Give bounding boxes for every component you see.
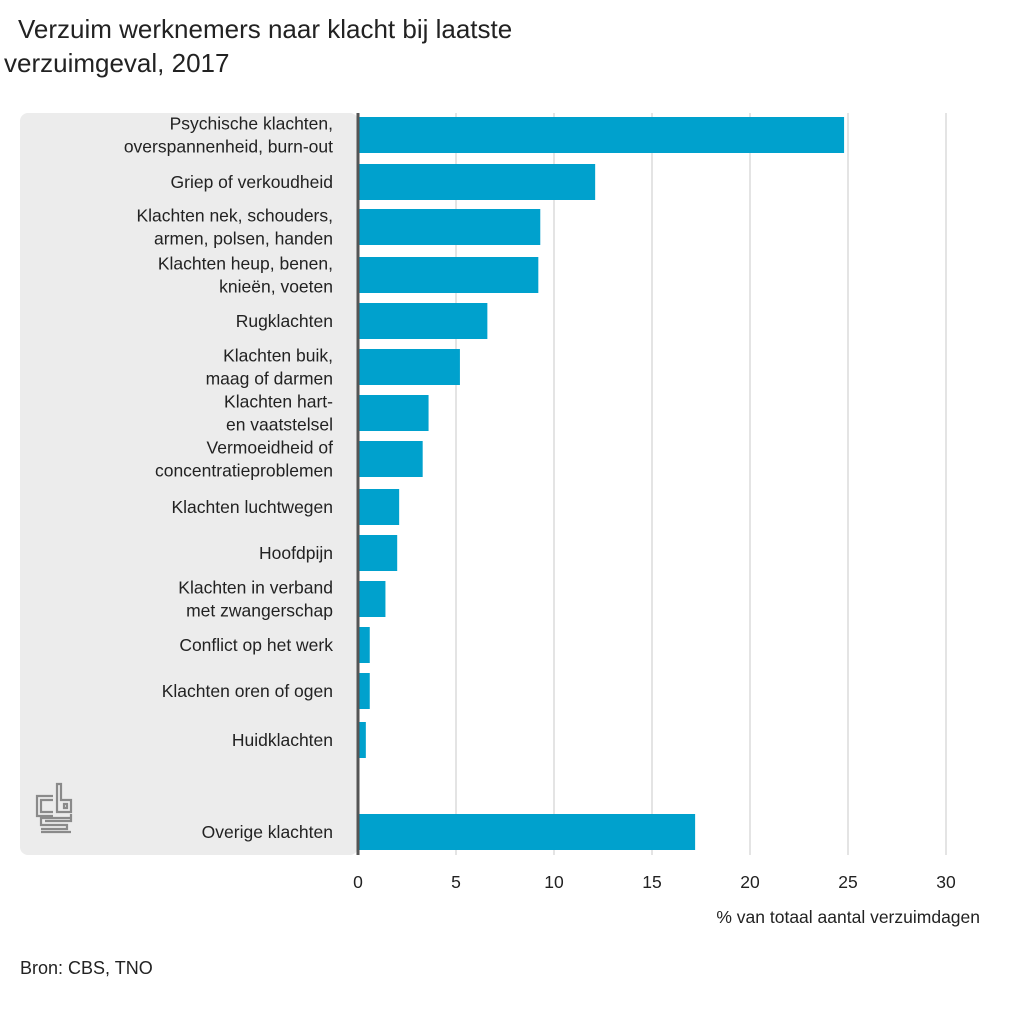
bar (358, 257, 539, 293)
bar (358, 164, 596, 200)
cbs-logo (35, 782, 73, 834)
category-label: maag of darmen (206, 369, 333, 389)
x-tick-label: 10 (544, 872, 564, 892)
category-label: Klachten hart- (224, 392, 333, 412)
chart-title-line-1: Verzuim werknemers naar klacht bij laats… (18, 14, 513, 44)
bar (358, 489, 400, 525)
logo-b-glyph (55, 782, 73, 814)
x-tick-label: 25 (838, 872, 857, 892)
chart-title-line-2: verzuimgeval, 2017 (4, 48, 230, 78)
category-label: Klachten oren of ogen (162, 681, 333, 701)
x-axis-label: % van totaal aantal verzuimdagen (716, 907, 980, 927)
cbs-logo-mark (35, 782, 73, 834)
x-tick-label: 30 (936, 872, 956, 892)
label-panel (20, 113, 358, 855)
bar (358, 441, 423, 477)
category-label: concentratieproblemen (155, 461, 333, 481)
bar (358, 395, 429, 431)
category-label: Klachten nek, schouders, (136, 206, 333, 226)
category-label: Conflict op het werk (179, 635, 333, 655)
x-tick-label: 5 (451, 872, 461, 892)
category-label: Hoofdpijn (259, 543, 333, 563)
bar (358, 581, 386, 617)
category-label: Psychische klachten, (170, 114, 333, 134)
category-label: Griep of verkoudheid (171, 172, 333, 192)
category-label: Vermoeidheid of (207, 438, 334, 458)
logo-c-glyph (39, 798, 53, 814)
x-tick-labels: 0 5 10 15 20 25 30 (353, 872, 956, 892)
category-label: Overige klachten (202, 822, 333, 842)
logo-s-glyph-outer (41, 814, 73, 834)
category-label: met zwangerschap (186, 601, 333, 621)
bar (358, 673, 370, 709)
category-label: Klachten buik, (223, 346, 333, 366)
logo-s-glyph (39, 816, 71, 831)
bar (358, 627, 370, 663)
category-label: armen, polsen, handen (154, 229, 333, 249)
logo-c-glyph-outer (35, 794, 53, 818)
category-label: overspannenheid, burn-out (124, 137, 333, 157)
category-label: Klachten luchtwegen (172, 497, 334, 517)
category-label: Klachten heup, benen, (158, 254, 333, 274)
bar (358, 349, 460, 385)
category-label: Klachten in verband (178, 578, 333, 598)
category-label: knieën, voeten (219, 277, 333, 297)
logo-b-glyph-inner (62, 802, 69, 810)
bar (358, 117, 845, 153)
category-label: en vaatstelsel (226, 415, 333, 435)
chart-title: Verzuim werknemers naar klacht bij laats… (4, 12, 644, 80)
x-tick-label: 20 (740, 872, 760, 892)
bar (358, 209, 541, 245)
gridlines (455, 113, 947, 855)
source-note: Bron: CBS, TNO (20, 958, 153, 978)
bar (358, 814, 696, 850)
bars (358, 117, 845, 850)
bar (358, 303, 488, 339)
bar (358, 535, 398, 571)
category-labels: Psychische klachten, overspannenheid, bur… (124, 114, 333, 843)
x-tick-label: 0 (353, 872, 363, 892)
category-label: Rugklachten (236, 311, 333, 331)
x-tick-label: 15 (642, 872, 661, 892)
category-label: Huidklachten (232, 730, 333, 750)
bar (358, 722, 366, 758)
